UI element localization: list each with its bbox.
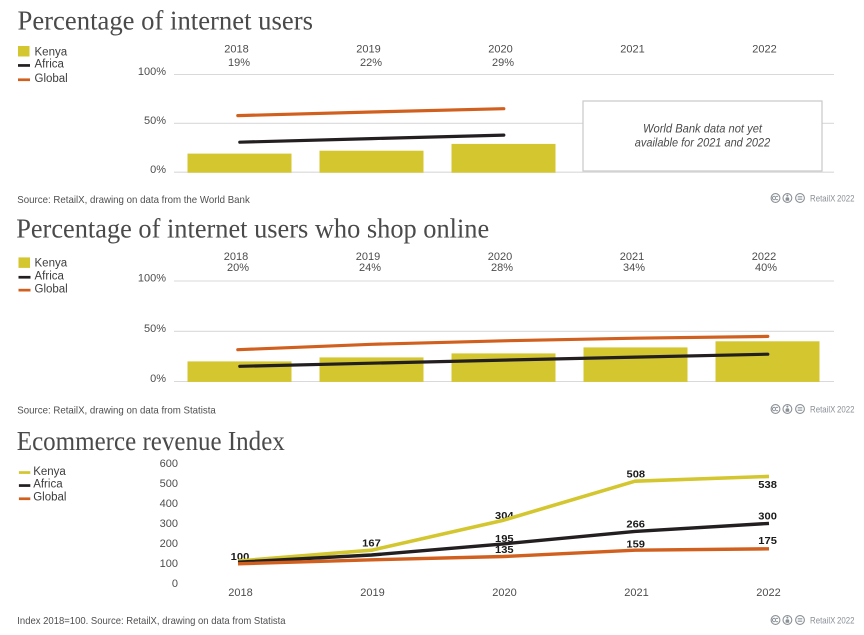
svg-text:300: 300	[160, 518, 178, 530]
svg-text:2018: 2018	[224, 44, 248, 56]
svg-text:2018: 2018	[224, 251, 248, 263]
svg-text:19%: 19%	[228, 57, 250, 69]
svg-text:135: 135	[495, 544, 514, 556]
svg-text:34%: 34%	[623, 262, 645, 274]
svg-text:2019: 2019	[360, 587, 384, 599]
svg-text:175: 175	[758, 535, 777, 547]
svg-text:2019: 2019	[356, 251, 380, 263]
svg-text:2020: 2020	[488, 44, 512, 56]
svg-text:266: 266	[626, 519, 645, 531]
svg-text:2022: 2022	[752, 251, 776, 263]
svg-text:Africa: Africa	[35, 59, 65, 71]
svg-text:2018: 2018	[228, 587, 252, 599]
svg-text:Percentage of internet users w: Percentage of internet users who shop on…	[16, 214, 489, 244]
svg-text:0%: 0%	[150, 373, 166, 385]
svg-text:Source: RetailX, drawing on da: Source: RetailX, drawing on data from th…	[17, 194, 250, 206]
svg-text:available for 2021 and 2022: available for 2021 and 2022	[635, 135, 771, 149]
svg-text:508: 508	[627, 468, 646, 480]
svg-text:Ecommerce revenue Index: Ecommerce revenue Index	[17, 426, 285, 456]
svg-text:2022: 2022	[752, 44, 776, 56]
svg-text:Global: Global	[35, 283, 68, 295]
svg-text:Africa: Africa	[35, 271, 65, 283]
svg-text:100%: 100%	[138, 66, 166, 78]
svg-text:2021: 2021	[620, 44, 644, 56]
svg-text:500: 500	[160, 478, 178, 490]
svg-text:300: 300	[758, 511, 777, 523]
svg-text:400: 400	[160, 498, 178, 510]
svg-text:2021: 2021	[620, 251, 644, 263]
svg-text:RetailX 2022: RetailX 2022	[810, 193, 855, 204]
svg-text:Percentage of internet users: Percentage of internet users	[18, 6, 314, 36]
svg-text:RetailX 2022: RetailX 2022	[810, 405, 855, 416]
svg-text:Kenya: Kenya	[35, 258, 68, 270]
svg-text:2022: 2022	[756, 587, 780, 599]
svg-text:RetailX 2022: RetailX 2022	[810, 616, 855, 627]
svg-text:Global: Global	[33, 492, 66, 504]
svg-text:Global: Global	[35, 73, 68, 85]
svg-text:2021: 2021	[624, 587, 648, 599]
svg-text:50%: 50%	[144, 115, 166, 127]
svg-text:2020: 2020	[488, 251, 512, 263]
svg-text:Kenya: Kenya	[33, 466, 66, 478]
svg-text:200: 200	[160, 538, 178, 550]
svg-text:22%: 22%	[360, 57, 382, 69]
svg-text:50%: 50%	[144, 323, 166, 335]
svg-text:600: 600	[160, 458, 178, 470]
svg-text:29%: 29%	[492, 57, 514, 69]
svg-text:24%: 24%	[359, 262, 381, 274]
svg-text:538: 538	[758, 479, 777, 491]
svg-text:Kenya: Kenya	[35, 46, 68, 58]
svg-text:159: 159	[626, 539, 645, 551]
svg-text:Africa: Africa	[33, 479, 63, 491]
svg-text:167: 167	[362, 537, 381, 549]
svg-text:2019: 2019	[356, 44, 380, 56]
svg-text:Index 2018=100. Source: Retail: Index 2018=100. Source: RetailX, drawing…	[17, 615, 285, 627]
svg-text:0%: 0%	[150, 164, 166, 176]
svg-text:100%: 100%	[138, 273, 166, 285]
svg-text:100: 100	[160, 558, 178, 570]
svg-text:Source: RetailX, drawing on da: Source: RetailX, drawing on data from St…	[17, 404, 216, 416]
svg-text:40%: 40%	[755, 262, 777, 274]
svg-text:0: 0	[172, 578, 178, 590]
svg-text:28%: 28%	[491, 262, 513, 274]
svg-text:2020: 2020	[492, 587, 516, 599]
svg-text:20%: 20%	[227, 262, 249, 274]
svg-text:World Bank data not yet: World Bank data not yet	[643, 121, 763, 135]
